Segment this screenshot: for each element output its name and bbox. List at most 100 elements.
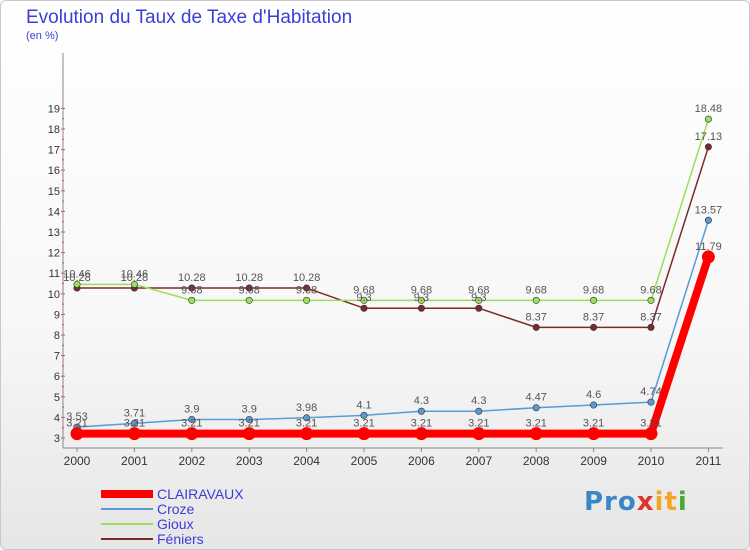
data-label: 10.28: [293, 272, 321, 284]
data-label: 4.6: [586, 389, 601, 401]
data-label: 9.68: [296, 284, 317, 296]
proxiti-logo: Proxiti: [584, 487, 688, 517]
x-tick-label: 2004: [293, 454, 320, 468]
data-point: [647, 398, 655, 406]
data-point: [590, 323, 598, 331]
legend-item: Croze: [101, 501, 244, 517]
data-point: [532, 296, 540, 304]
series-line-gioux: [76, 118, 710, 302]
data-point: [417, 304, 425, 312]
data-point: [590, 401, 598, 409]
x-tick-label: 2002: [178, 454, 205, 468]
data-point: [245, 296, 253, 304]
y-tick-label: 18: [48, 124, 60, 136]
data-point: [417, 296, 425, 304]
legend-item: Féniers: [101, 530, 244, 547]
data-point: [532, 323, 540, 331]
logo-part-3: it: [654, 487, 678, 517]
data-label: 4.3: [414, 395, 429, 407]
data-label: 3.21: [124, 418, 145, 430]
data-label: 9.68: [640, 284, 661, 296]
data-label: 10.28: [235, 272, 263, 284]
y-tick-label: 7: [54, 351, 60, 363]
data-point: [704, 216, 712, 224]
data-point: [590, 296, 598, 304]
data-label: 9.68: [411, 284, 432, 296]
y-tick-label: 12: [48, 248, 60, 260]
data-point: [360, 304, 368, 312]
y-tick-label: 17: [48, 145, 60, 157]
data-label: 8.37: [640, 311, 661, 323]
data-label: 3.21: [468, 418, 489, 430]
data-point: [357, 427, 371, 441]
data-label: 3.21: [640, 418, 661, 430]
data-label: 9.3: [471, 292, 486, 304]
data-label: 3.9: [242, 403, 257, 415]
data-label: 10.28: [121, 272, 149, 284]
data-label: 3.53: [66, 411, 87, 423]
y-tick-label: 14: [48, 206, 60, 218]
data-label: 3.21: [66, 418, 87, 430]
series-line-féniers: [76, 146, 710, 329]
data-point: [532, 404, 540, 412]
data-point: [414, 427, 428, 441]
data-point: [529, 427, 543, 441]
data-label: 3.71: [124, 407, 145, 419]
data-point: [73, 280, 81, 288]
series-line-croze: [76, 219, 710, 428]
legend-swatch: [101, 537, 153, 540]
legend-item: CLAIRAVAUX: [101, 485, 244, 502]
data-point: [188, 415, 196, 423]
data-label: 9.68: [353, 284, 374, 296]
y-tick-label: 11: [49, 268, 60, 280]
x-tick-label: 2008: [523, 454, 550, 468]
data-point: [647, 323, 655, 331]
data-point: [360, 411, 368, 419]
legend-item: Gioux: [101, 516, 244, 532]
x-tick-label: 2001: [121, 454, 148, 468]
y-tick-label: 6: [54, 371, 60, 383]
logo-part-4: i: [677, 487, 688, 517]
data-point: [587, 427, 601, 441]
y-tick-label: 3: [54, 433, 60, 445]
data-point: [245, 284, 253, 292]
chart-subtitle: (en %): [26, 30, 59, 42]
legend-label: Féniers: [157, 530, 204, 547]
x-tick-label: 2009: [580, 454, 607, 468]
data-point: [647, 296, 655, 304]
data-label: 9.3: [356, 292, 371, 304]
y-tick-label: 9: [54, 309, 60, 321]
x-tick-label: 2003: [236, 454, 263, 468]
data-label: 3.21: [353, 418, 374, 430]
data-point: [300, 427, 314, 441]
data-label: 3.21: [411, 418, 432, 430]
chart-title: Evolution du Taux de Taxe d'Habitation: [26, 7, 353, 28]
data-label: 18.48: [695, 103, 723, 115]
y-tick-label: 10: [48, 289, 60, 301]
series-line-clairavaux: [73, 252, 713, 438]
legend-label: CLAIRAVAUX: [157, 485, 244, 502]
data-label: 9.68: [525, 284, 546, 296]
data-label: 9.68: [583, 284, 604, 296]
data-label: 4.3: [471, 395, 486, 407]
x-tick-label: 2010: [638, 454, 665, 468]
data-label: 4.74: [640, 386, 661, 398]
data-point: [417, 407, 425, 415]
x-tick-label: 2000: [64, 454, 91, 468]
y-tick-label: 8: [54, 330, 60, 342]
data-point: [242, 427, 256, 441]
data-point: [245, 415, 253, 423]
x-tick-label: 2006: [408, 454, 435, 468]
data-label: 3.21: [181, 418, 202, 430]
data-label: 10.28: [63, 272, 91, 284]
data-label: 3.98: [296, 402, 317, 414]
y-tick-label: 16: [48, 165, 60, 177]
data-label: 10.46: [121, 268, 149, 280]
data-point: [475, 296, 483, 304]
data-label: 4.47: [525, 392, 546, 404]
y-tick-label: 19: [48, 103, 60, 115]
data-label: 11.79: [695, 241, 722, 253]
data-label: 8.37: [583, 311, 604, 323]
data-point: [704, 115, 712, 123]
